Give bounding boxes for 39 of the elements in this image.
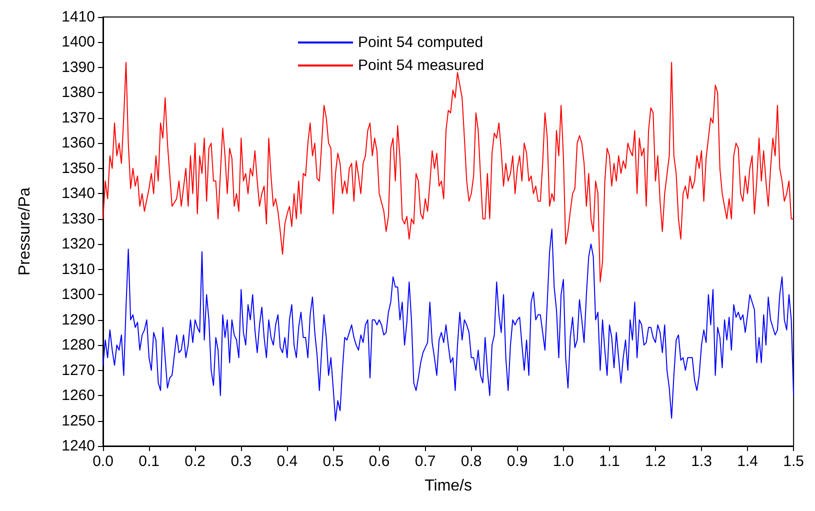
y-tick-label: 1390	[62, 58, 95, 76]
x-tick-label: 0.3	[230, 453, 252, 470]
x-tick-label: 1.1	[598, 453, 620, 470]
y-tick-label: 1320	[62, 236, 95, 253]
x-tick-label: 0.9	[506, 453, 528, 470]
y-tick-label: 1270	[62, 362, 95, 379]
x-tick-label: 0.0	[92, 453, 114, 470]
y-tick-label: 1300	[62, 286, 95, 304]
x-tick-label: 0.5	[322, 453, 344, 470]
y-tick-label: 1250	[62, 412, 95, 430]
y-tick-label: 1260	[62, 387, 95, 404]
x-tick-label: 1.3	[691, 453, 712, 470]
y-tick-label: 1350	[62, 160, 95, 177]
x-tick-label: 1.2	[645, 453, 666, 470]
y-tick-label: 1330	[62, 210, 95, 228]
x-axis-title: Time/s	[424, 478, 472, 494]
y-tick-label: 1280	[62, 336, 95, 354]
line-series	[102, 228, 794, 422]
x-tick-label: 1.5	[783, 453, 804, 470]
y-tick-label: 1380	[62, 84, 95, 102]
y-tick-label: 1240	[62, 438, 95, 454]
x-tick-label: 0.6	[368, 453, 390, 470]
y-tick-label: 1410	[62, 8, 95, 26]
x-tick-label: 0.4	[276, 453, 298, 470]
x-tick-label: 0.7	[414, 453, 436, 470]
y-tick-label: 1370	[62, 109, 95, 126]
x-tick-label: 0.1	[138, 453, 160, 470]
y-axis-title: Pressure/Pa	[16, 187, 34, 276]
x-tick-label: 1.0	[552, 453, 574, 470]
y-tick-label: 1290	[62, 311, 95, 328]
y-tick-label: 1400	[62, 34, 95, 51]
y-tick-label: 1340	[62, 185, 95, 202]
x-tick-label: 1.4	[737, 453, 758, 470]
x-tick-label: 0.2	[184, 453, 206, 470]
y-tick-label: 1360	[62, 134, 95, 152]
y-tick-label: 1310	[62, 260, 95, 278]
legend-label: Point 54 measured	[358, 57, 484, 74]
x-tick-label: 0.8	[460, 453, 482, 470]
legend-label: Point 54 computed	[358, 34, 484, 51]
